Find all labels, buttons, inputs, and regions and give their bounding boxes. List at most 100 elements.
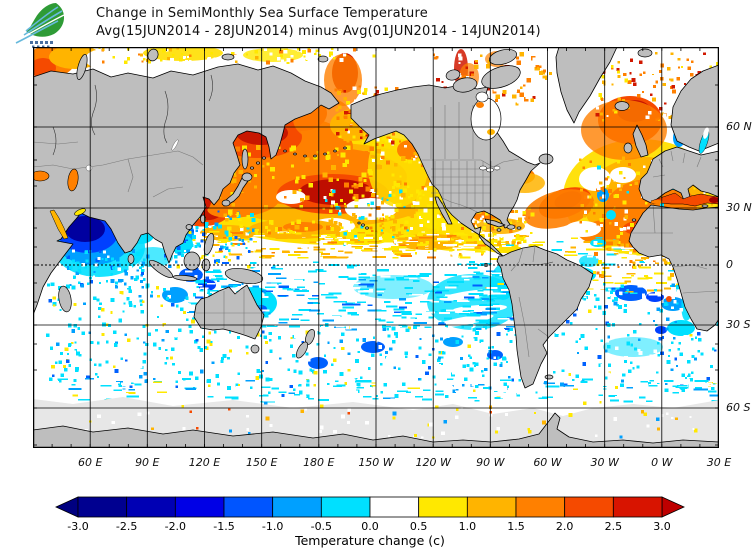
anomaly-speckle (309, 241, 316, 243)
anomaly-speckle (391, 173, 395, 177)
anomaly-speckle (246, 252, 254, 255)
anomaly-speckle (395, 182, 401, 188)
leaf-icon (15, 3, 65, 44)
island (224, 268, 264, 284)
colorbar-tick-label: -1.5 (213, 520, 234, 532)
anomaly-speckle (453, 232, 465, 235)
anomaly-speckle (519, 51, 525, 57)
anomaly-speckle (629, 382, 636, 384)
anomaly-speckle (313, 246, 320, 249)
anomaly-speckle (387, 334, 391, 338)
anomaly-speckle (451, 365, 455, 369)
anomaly-speckle (232, 380, 241, 383)
anomaly-speckle (493, 384, 496, 387)
anomaly-speckle (401, 382, 406, 387)
anomaly-speckle (340, 262, 348, 264)
anomaly-speckle (185, 296, 189, 300)
anomaly-speckle (522, 211, 527, 215)
anomaly-speckle (509, 238, 523, 241)
anomaly-speckle (613, 417, 618, 421)
anomaly-speckle (347, 243, 351, 247)
anomaly-speckle (81, 339, 85, 344)
anomaly-speckle (516, 234, 520, 238)
anomaly-speckle (266, 243, 274, 246)
anomaly-speckle (66, 255, 71, 260)
anomaly-speckle (215, 374, 220, 378)
anomaly-speckle (583, 296, 587, 300)
anomaly-speckle (636, 94, 641, 98)
anomaly-speckle (421, 360, 426, 364)
anomaly-speckle (639, 73, 643, 76)
anomaly-speckle (269, 220, 274, 225)
anomaly-speckle (78, 270, 82, 274)
anomaly-speckle (393, 219, 398, 224)
anomaly-speckle (175, 385, 179, 389)
anomaly-speckle (498, 327, 503, 331)
anomaly-speckle (372, 389, 387, 391)
anomaly-speckle (545, 366, 549, 370)
anomaly-speckle (394, 331, 398, 336)
anomaly-speckle (333, 57, 336, 60)
anomaly-speckle (180, 53, 183, 56)
island (147, 48, 159, 62)
anomaly-speckle (275, 266, 285, 268)
anomaly-speckle (469, 261, 476, 263)
anomaly-speckle (310, 249, 321, 252)
anomaly-speckle (538, 397, 548, 399)
anomaly-speckle (146, 254, 150, 259)
anomaly-speckle (595, 328, 598, 331)
lon-label: 90 E (135, 456, 160, 469)
anomaly-speckle (461, 246, 476, 249)
anomaly-speckle (48, 343, 52, 346)
anomaly-speckle (341, 332, 345, 337)
anomaly-speckle (614, 222, 619, 226)
anomaly-speckle (286, 61, 290, 65)
anomaly-speckle (622, 200, 627, 205)
anomaly-speckle (654, 52, 658, 55)
anomaly-speckle (278, 322, 288, 324)
anomaly-speckle (456, 300, 470, 302)
anomaly-speckle (336, 374, 340, 377)
anomaly-speckle (654, 318, 657, 321)
anomaly-speckle (301, 175, 306, 180)
anomaly-speckle (363, 133, 367, 137)
anomaly-speckle (331, 200, 335, 205)
anomaly-speckle (298, 309, 309, 311)
anomaly-speckle (201, 256, 204, 260)
anomaly-speckle (463, 377, 468, 381)
anomaly-speckle (291, 354, 296, 358)
anomaly-speckle (409, 361, 414, 366)
anomaly-speckle (172, 372, 175, 376)
anomaly-speckle (124, 392, 136, 394)
anomaly-speckle (344, 115, 348, 119)
anomaly-speckle (372, 364, 377, 369)
anomaly-speckle (344, 382, 348, 385)
anomaly-speckle (677, 66, 681, 69)
anomaly-speckle (234, 55, 238, 59)
anomaly-speckle (584, 304, 588, 308)
anomaly-speckle (104, 377, 111, 380)
anomaly-speckle (306, 379, 310, 383)
anomaly-speckle (110, 279, 115, 283)
anomaly-speckle (678, 342, 681, 345)
inland-seas-and-lakes (33, 91, 719, 240)
anomaly-speckle (639, 323, 642, 326)
anomaly-speckle (598, 394, 603, 397)
anomaly-speckle (685, 377, 688, 380)
anomaly-speckle (347, 412, 350, 415)
anomaly-speckle (624, 209, 629, 214)
anomaly-speckle (76, 261, 80, 266)
anomaly-speckle (124, 282, 128, 286)
anomaly-speckle (336, 132, 340, 136)
anomaly-speckle (394, 87, 399, 91)
anomaly-speckle (125, 359, 128, 362)
anomaly-speckle (526, 78, 531, 83)
anomaly-speckle (627, 334, 630, 337)
anomaly-speckle (607, 176, 610, 179)
anomaly-speckle (83, 314, 87, 318)
anomaly-speckle (321, 326, 325, 330)
anomaly-speckle (636, 175, 640, 178)
anomaly-speckle (276, 57, 281, 61)
anomaly-speckle (606, 115, 609, 118)
anomaly-speckle (327, 241, 338, 244)
